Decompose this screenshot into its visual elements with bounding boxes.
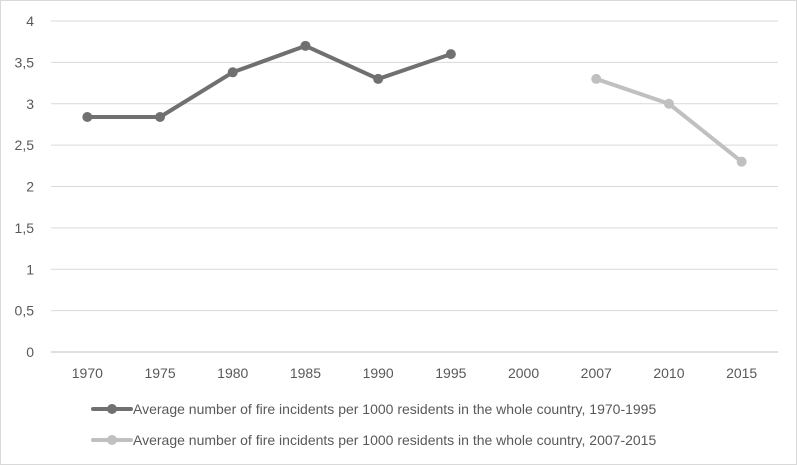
x-axis-ticks: 1970 1975 1980 1985 1990 1995 2000 2007 2010 2015	[72, 365, 758, 381]
x-tick-label: 1970	[72, 365, 103, 381]
data-point	[445, 49, 456, 60]
legend-item: Average number of fire incidents per 100…	[91, 401, 656, 417]
y-tick-label: 1	[26, 261, 34, 277]
data-point	[227, 67, 238, 78]
data-point	[155, 111, 166, 122]
y-tick-label: 1,5	[15, 220, 35, 236]
y-tick-label: 4	[26, 13, 34, 29]
legend-swatch-marker	[107, 404, 117, 414]
legend-label: Average number of fire incidents per 100…	[133, 401, 656, 417]
x-tick-label: 2000	[508, 365, 539, 381]
data-point	[82, 111, 93, 122]
x-tick-label: 2007	[581, 365, 612, 381]
series-2	[591, 73, 747, 167]
legend-swatch-marker	[107, 435, 117, 445]
x-tick-label: 2015	[726, 365, 757, 381]
y-tick-label: 0	[26, 344, 34, 360]
legend-label: Average number of fire incidents per 100…	[133, 432, 656, 448]
data-point	[373, 73, 384, 84]
data-point	[300, 40, 311, 51]
data-point	[591, 73, 602, 84]
series-line	[594, 76, 744, 164]
x-tick-label: 1975	[144, 365, 175, 381]
y-tick-label: 2,5	[15, 137, 35, 153]
y-tick-label: 0,5	[15, 303, 35, 319]
x-tick-label: 1985	[290, 365, 321, 381]
x-tick-label: 1990	[363, 365, 394, 381]
x-tick-label: 1980	[217, 365, 248, 381]
data-point	[663, 98, 674, 109]
series-group	[82, 40, 747, 167]
series-1	[82, 40, 456, 122]
series-line	[85, 43, 453, 119]
y-tick-label: 3,5	[15, 54, 35, 70]
legend: Average number of fire incidents per 100…	[91, 401, 656, 448]
legend-item: Average number of fire incidents per 100…	[91, 432, 656, 448]
x-tick-label: 2010	[653, 365, 684, 381]
y-tick-label: 3	[26, 96, 34, 112]
y-axis-ticks: 0 0,5 1 1,5 2 2,5 3 3,5 4	[15, 13, 35, 360]
gridlines	[51, 20, 778, 353]
y-tick-label: 2	[26, 179, 34, 195]
x-tick-label: 1995	[435, 365, 466, 381]
data-point	[736, 156, 747, 167]
